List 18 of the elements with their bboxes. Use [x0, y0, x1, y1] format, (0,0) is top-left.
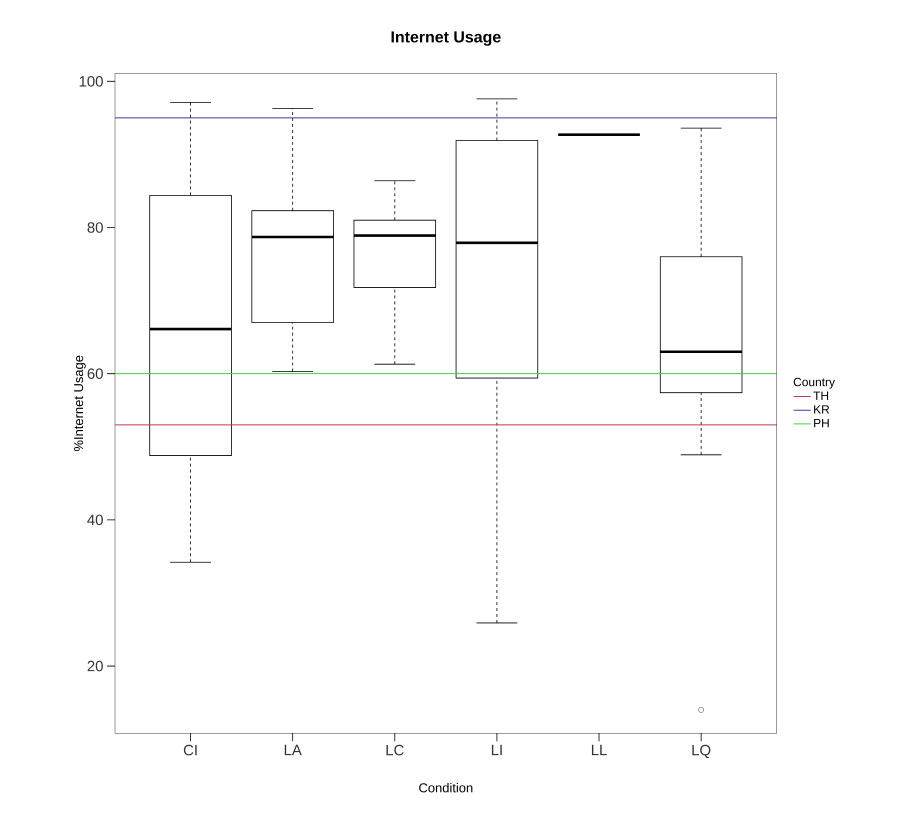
x-tick-label: LL: [592, 744, 607, 756]
legend-title: Country: [794, 378, 835, 389]
x-tick-label: LQ: [692, 744, 710, 758]
x-tick-label: CI: [184, 744, 197, 756]
legend-label: TH: [813, 392, 828, 400]
y-tick-label: 80: [88, 222, 103, 233]
y-axis-title: %Internet Usage: [74, 356, 86, 452]
x-tick-label: LI: [492, 744, 502, 756]
y-tick-label: 100: [80, 76, 103, 87]
chart-title: Internet Usage: [392, 31, 501, 46]
x-axis-title: Condition: [419, 782, 472, 792]
legend-label: PH: [814, 419, 829, 428]
y-tick-label: 40: [87, 514, 103, 526]
x-tick-label: LC: [386, 744, 404, 756]
y-tick-label: 60: [88, 368, 103, 379]
y-tick-label: 20: [88, 660, 103, 672]
legend-label: KR: [814, 405, 830, 414]
x-tick-label: LA: [284, 744, 302, 756]
